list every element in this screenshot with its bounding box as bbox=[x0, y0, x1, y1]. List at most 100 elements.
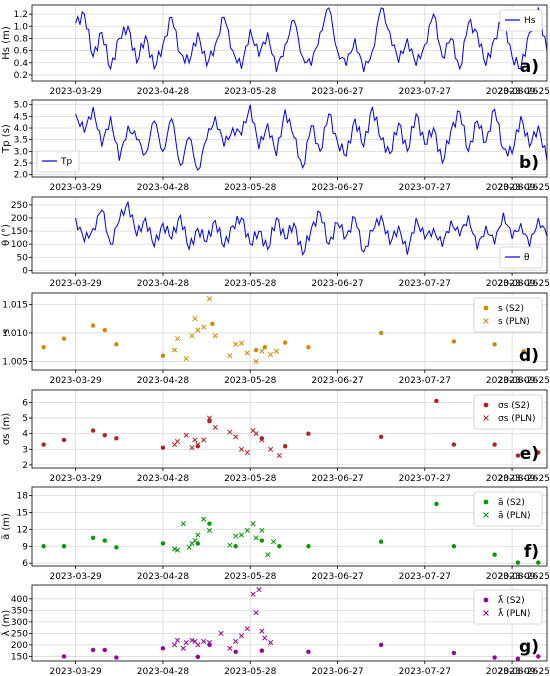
x-tick-label: 2023-05-28 bbox=[224, 667, 277, 676]
data-point-1-12 bbox=[244, 527, 250, 534]
data-point-1-6 bbox=[201, 324, 207, 330]
data-point-0-0 bbox=[41, 344, 46, 350]
y-tick-label: 150 bbox=[11, 652, 28, 662]
data-point-1-13 bbox=[253, 358, 259, 364]
legend-label: ā (S2) bbox=[498, 498, 525, 508]
x-tick-label: 2023-05-28 bbox=[224, 376, 277, 386]
y-tick-label: 5.0 bbox=[14, 101, 29, 111]
legend: ā (S2) ā (PLN) bbox=[473, 491, 543, 527]
x-tick-label: 2023-05-28 bbox=[224, 474, 277, 484]
data-point-1-3 bbox=[189, 333, 195, 339]
legend-box bbox=[499, 9, 543, 32]
panel-label: f) bbox=[524, 542, 539, 562]
legend-dot-marker bbox=[483, 597, 489, 603]
data-point-0-4 bbox=[114, 342, 119, 347]
x-tick-label: 2023-09-25 bbox=[498, 376, 550, 386]
data-point-0-9 bbox=[282, 443, 288, 449]
y-tick-label: 100 bbox=[11, 240, 28, 250]
data-point-0-5 bbox=[160, 445, 166, 450]
data-point-1-15 bbox=[268, 352, 274, 358]
legend-label: θ bbox=[524, 253, 530, 263]
x-mark-stroke bbox=[201, 516, 207, 522]
x-mark-stroke bbox=[192, 437, 198, 443]
data-point-0-14 bbox=[451, 544, 457, 549]
x-mark-stroke bbox=[244, 527, 250, 534]
data-point-0-12 bbox=[378, 539, 384, 544]
x-tick-label: 2023-05-28 bbox=[224, 183, 277, 193]
y-axis-label: σs (m) bbox=[1, 413, 12, 445]
x-mark-stroke bbox=[259, 527, 265, 534]
data-point-1-2 bbox=[180, 645, 186, 651]
x-tick-label: 2023-07-27 bbox=[399, 667, 451, 676]
x-tick-label: 2023-04-28 bbox=[137, 667, 190, 676]
x-mark-stroke bbox=[218, 630, 224, 636]
series-layer bbox=[41, 296, 526, 364]
data-point-0-4 bbox=[114, 545, 119, 550]
data-point-0-2 bbox=[102, 647, 107, 653]
data-point-1-15 bbox=[259, 527, 265, 534]
data-point-0-3 bbox=[114, 655, 119, 660]
x-mark-stroke bbox=[250, 521, 256, 527]
x-tick-label: 2023-07-27 bbox=[399, 376, 451, 386]
data-point-0-9 bbox=[306, 649, 311, 654]
x-mark-stroke bbox=[233, 638, 239, 644]
data-point-0-14 bbox=[492, 442, 497, 447]
y-tick-label: 0.4 bbox=[14, 59, 29, 69]
x-mark-stroke bbox=[180, 645, 186, 651]
x-mark-stroke bbox=[238, 446, 245, 452]
y-tick-label: 250 bbox=[11, 201, 28, 211]
panel-label: e) bbox=[520, 444, 539, 464]
y-tick-label: 3.0 bbox=[14, 147, 29, 157]
data-point-1-12 bbox=[238, 633, 245, 639]
x-mark-stroke bbox=[244, 449, 250, 455]
y-axis-label: ā (m) bbox=[1, 513, 12, 540]
x-mark-stroke bbox=[233, 341, 239, 347]
data-point-0-2 bbox=[90, 323, 96, 328]
x-mark-stroke bbox=[238, 633, 245, 639]
x-tick-label: 2023-04-28 bbox=[137, 474, 190, 484]
legend-x-marker bbox=[483, 318, 489, 324]
x-tick-label: 2023-03-29 bbox=[49, 376, 102, 386]
x-mark-stroke bbox=[192, 538, 198, 544]
x-mark-stroke bbox=[183, 432, 189, 438]
series-line-θ bbox=[75, 200, 547, 257]
y-axis-label: Tp (s) bbox=[1, 124, 12, 154]
data-point-1-6 bbox=[195, 642, 201, 648]
data-point-0-9 bbox=[282, 340, 288, 345]
series-layer bbox=[75, 200, 547, 257]
data-point-1-13 bbox=[244, 626, 250, 632]
x-mark-stroke bbox=[189, 333, 195, 339]
data-point-1-16 bbox=[265, 552, 271, 558]
legend-box bbox=[473, 589, 543, 625]
y-tick-label: 2.0 bbox=[14, 171, 29, 181]
data-point-0-7 bbox=[253, 347, 259, 353]
x-mark-stroke bbox=[206, 415, 213, 421]
x-tick-label: 2023-08-26 bbox=[486, 279, 539, 289]
data-point-0-2 bbox=[90, 535, 96, 540]
data-point-1-3 bbox=[183, 640, 189, 646]
x-tick-label: 2023-06-27 bbox=[311, 87, 363, 97]
x-tick-label: 2023-09-25 bbox=[498, 279, 550, 289]
legend-label: ā (PLN) bbox=[498, 511, 531, 521]
data-point-0-5 bbox=[195, 654, 201, 660]
y-tick-label: 1.0 bbox=[14, 22, 29, 32]
y-axis-label: s bbox=[1, 329, 12, 334]
x-tick-label: 2023-04-28 bbox=[137, 279, 190, 289]
y-tick-label: 0.8 bbox=[14, 34, 29, 44]
data-point-1-9 bbox=[218, 630, 224, 636]
data-point-0-4 bbox=[114, 436, 119, 441]
x-tick-label: 2023-08-26 bbox=[486, 572, 539, 582]
data-point-1-2 bbox=[180, 521, 186, 527]
data-point-0-3 bbox=[102, 433, 107, 438]
data-point-0-11 bbox=[451, 650, 457, 656]
y-tick-label: 300 bbox=[11, 618, 28, 628]
data-point-1-14 bbox=[250, 591, 256, 597]
y-tick-label: 6 bbox=[22, 559, 28, 569]
x-mark-stroke bbox=[180, 521, 186, 527]
x-tick-label: 2023-06-27 bbox=[311, 667, 363, 676]
x-mark-stroke bbox=[268, 446, 274, 452]
data-point-0-13 bbox=[434, 501, 439, 507]
data-point-1-15 bbox=[259, 437, 265, 443]
y-tick-label: 0 bbox=[22, 266, 28, 276]
x-tick-label: 2023-07-27 bbox=[399, 474, 451, 484]
